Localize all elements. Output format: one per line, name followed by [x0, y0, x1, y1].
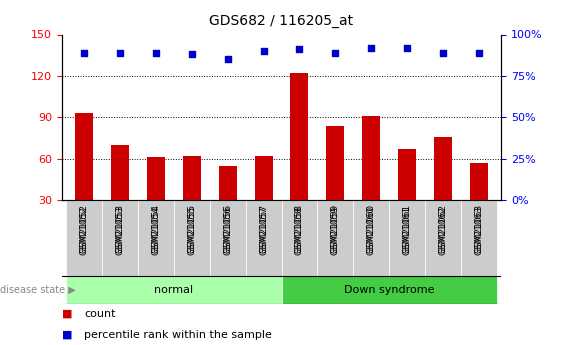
Bar — [282, 200, 318, 276]
Point — [367, 45, 376, 50]
Text: GSM21057: GSM21057 — [259, 206, 268, 255]
Point — [331, 50, 340, 56]
Text: percentile rank within the sample: percentile rank within the sample — [84, 330, 272, 339]
Text: GSM21060: GSM21060 — [367, 206, 376, 255]
Text: GSM21053: GSM21053 — [115, 204, 124, 253]
Bar — [282, 276, 498, 304]
Bar — [65, 200, 101, 276]
Text: GSM21058: GSM21058 — [295, 206, 304, 255]
Text: GSM21062: GSM21062 — [439, 204, 448, 253]
Bar — [435, 137, 453, 200]
Text: disease state ▶: disease state ▶ — [0, 285, 76, 295]
Bar — [182, 156, 200, 200]
Text: GSM21056: GSM21056 — [223, 206, 232, 255]
Bar — [291, 73, 309, 200]
Text: GSM21059: GSM21059 — [331, 206, 340, 255]
Text: GSM21061: GSM21061 — [403, 204, 412, 253]
Bar — [218, 166, 236, 200]
Bar — [354, 200, 390, 276]
Text: GDS682 / 116205_at: GDS682 / 116205_at — [209, 14, 354, 28]
Bar — [173, 200, 209, 276]
Bar — [254, 156, 272, 200]
Bar — [137, 200, 173, 276]
Bar — [318, 200, 354, 276]
Text: GSM21059: GSM21059 — [331, 204, 340, 253]
Bar — [390, 200, 426, 276]
Text: GSM21055: GSM21055 — [187, 204, 196, 253]
Text: GSM21054: GSM21054 — [151, 206, 160, 255]
Text: GSM21052: GSM21052 — [79, 204, 88, 253]
Text: normal: normal — [154, 285, 193, 295]
Text: GSM21055: GSM21055 — [187, 206, 196, 255]
Bar — [101, 200, 137, 276]
Point — [187, 52, 196, 57]
Text: GSM21057: GSM21057 — [259, 204, 268, 253]
Text: GSM21063: GSM21063 — [475, 206, 484, 255]
Bar — [462, 200, 498, 276]
Point — [259, 48, 268, 54]
Text: ■: ■ — [62, 309, 76, 319]
Bar — [426, 200, 462, 276]
Bar — [471, 163, 489, 200]
Point — [403, 45, 412, 50]
Point — [475, 50, 484, 56]
Bar — [327, 126, 345, 200]
Text: GSM21052: GSM21052 — [79, 206, 88, 255]
Text: GSM21062: GSM21062 — [439, 206, 448, 255]
Bar — [245, 200, 282, 276]
Point — [151, 50, 160, 56]
Text: Down syndrome: Down syndrome — [344, 285, 435, 295]
Point — [115, 50, 124, 56]
Text: count: count — [84, 309, 116, 319]
Bar — [363, 116, 381, 200]
Bar — [65, 276, 282, 304]
Text: GSM21054: GSM21054 — [151, 204, 160, 253]
Text: GSM21053: GSM21053 — [115, 206, 124, 255]
Point — [79, 50, 88, 56]
Point — [439, 50, 448, 56]
Point — [295, 47, 304, 52]
Point — [223, 57, 232, 62]
Text: ■: ■ — [62, 330, 76, 339]
Text: GSM21058: GSM21058 — [295, 204, 304, 253]
Text: GSM21060: GSM21060 — [367, 204, 376, 253]
Bar — [399, 149, 417, 200]
Text: GSM21061: GSM21061 — [403, 206, 412, 255]
Bar — [146, 157, 164, 200]
Text: GSM21056: GSM21056 — [223, 204, 232, 253]
Text: GSM21063: GSM21063 — [475, 204, 484, 253]
Bar — [110, 145, 128, 200]
Bar — [74, 113, 92, 200]
Bar — [209, 200, 245, 276]
